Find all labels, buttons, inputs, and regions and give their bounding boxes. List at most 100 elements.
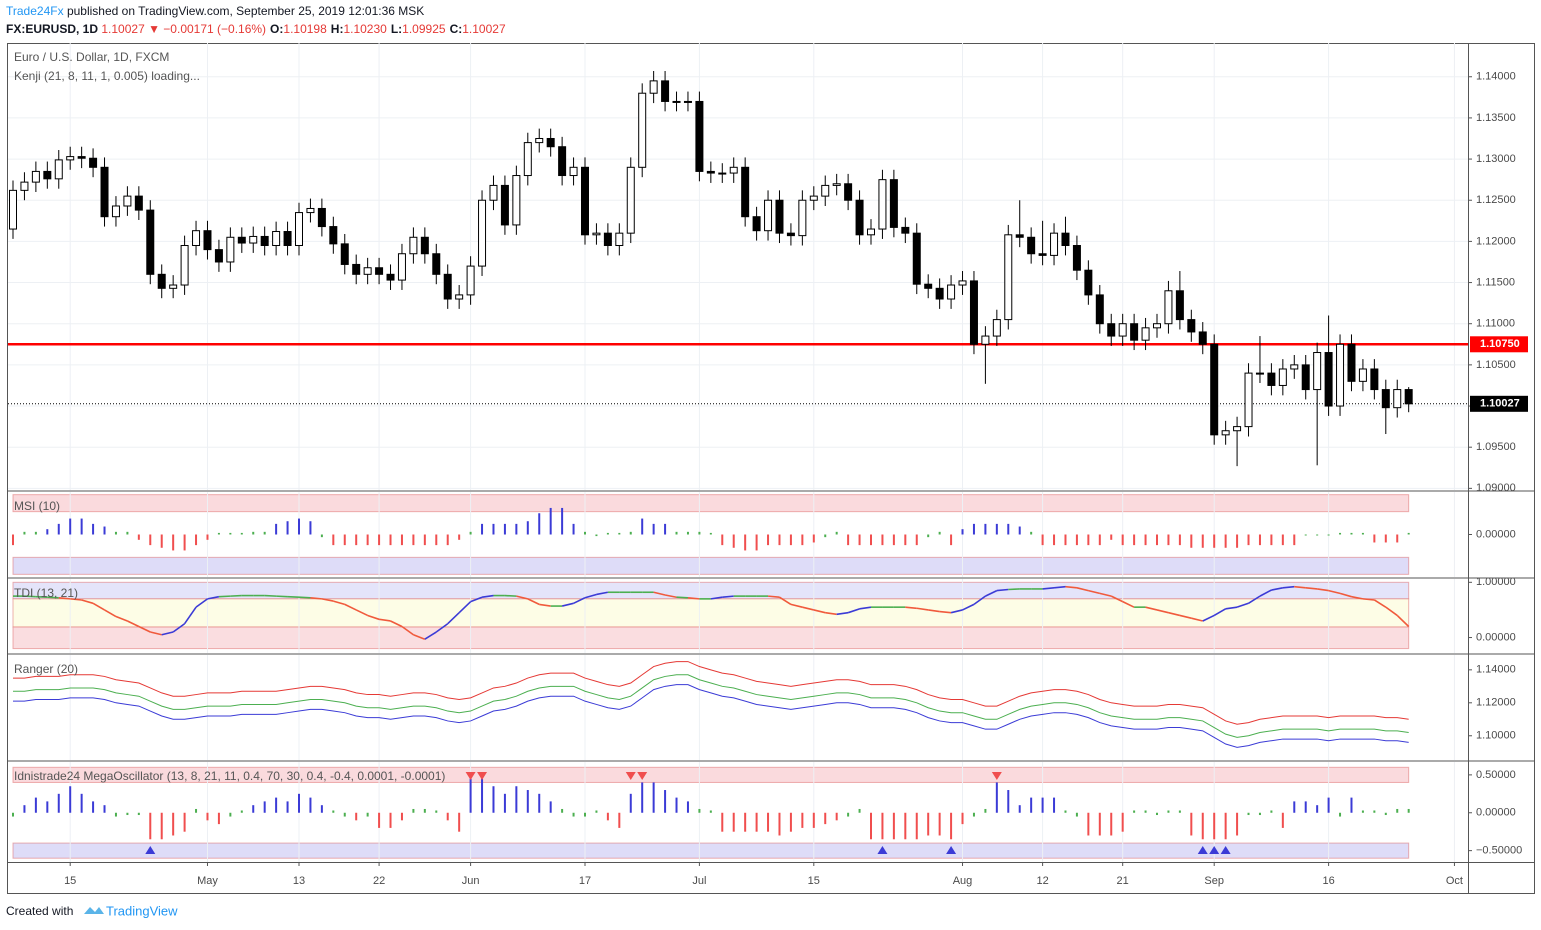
histogram-bar xyxy=(458,812,461,832)
candle-body xyxy=(603,232,612,247)
y-tick-label: 1.10000 xyxy=(1476,730,1516,742)
histogram-bar xyxy=(389,812,392,828)
line-segment xyxy=(1213,608,1227,617)
band xyxy=(12,842,1410,859)
histogram-bar xyxy=(80,793,83,813)
candle-body xyxy=(1050,232,1059,256)
histogram-bar xyxy=(721,812,724,832)
histogram-bar xyxy=(1258,812,1261,816)
panel-title: TDI (13, 21) xyxy=(14,586,78,600)
histogram-bar xyxy=(492,786,495,813)
line-segment xyxy=(1385,606,1398,617)
histogram-bar xyxy=(664,523,667,535)
histogram-bar xyxy=(252,531,255,535)
candle-body xyxy=(992,319,1001,337)
candle-body xyxy=(1141,327,1150,341)
candle-body xyxy=(558,146,567,177)
line-segment xyxy=(35,595,48,599)
candle-body xyxy=(203,230,212,251)
y-tick-label: 1.10500 xyxy=(1476,359,1516,371)
histogram-bar xyxy=(721,534,724,546)
footer-brand: TradingView xyxy=(106,903,178,918)
candle-body xyxy=(1015,234,1024,238)
histogram-bar xyxy=(481,523,484,535)
candle-body xyxy=(1061,232,1070,247)
candle-body xyxy=(706,170,715,174)
line-segment xyxy=(825,611,837,616)
candle-body xyxy=(969,280,978,345)
candle-body xyxy=(512,175,521,226)
histogram-bar xyxy=(1316,805,1319,813)
histogram-bar xyxy=(183,534,186,551)
y-tick-label: 1.13000 xyxy=(1476,153,1516,165)
line-segment xyxy=(424,631,437,640)
histogram-bar xyxy=(46,801,49,813)
histogram-bar xyxy=(835,812,838,821)
line-segment xyxy=(527,598,540,606)
line-segment xyxy=(81,599,94,605)
line-segment xyxy=(722,595,734,599)
histogram-bar xyxy=(1121,812,1124,832)
histogram-bar xyxy=(320,805,323,813)
histogram-bar xyxy=(584,531,586,535)
y-tick-label: −0.50000 xyxy=(1476,845,1522,857)
histogram-bar xyxy=(858,808,861,813)
histogram-bar xyxy=(1167,810,1170,813)
histogram-bar xyxy=(366,812,369,817)
histogram-bar xyxy=(526,521,529,535)
line-segment xyxy=(413,634,426,640)
y-tick-label: 1.09500 xyxy=(1476,441,1516,453)
ohlc: O:1.10198 H:1.10230 L:1.09925 C:1.10027 xyxy=(270,22,506,36)
candle-body xyxy=(375,267,384,275)
candle-body xyxy=(924,283,933,289)
buy-signal xyxy=(877,846,888,854)
line-segment xyxy=(516,595,528,600)
histogram-bar xyxy=(423,808,426,813)
histogram-bar xyxy=(1178,810,1181,813)
candle-body xyxy=(764,199,773,232)
candle-body xyxy=(329,226,338,245)
candle-body xyxy=(420,236,429,255)
line-segment xyxy=(58,596,71,600)
header-line-1: Trade24Fx published on TradingView.com, … xyxy=(6,4,424,18)
band-line xyxy=(13,661,1409,725)
published: published on TradingView.com, September … xyxy=(67,4,424,18)
histogram-bar xyxy=(206,812,209,821)
x-tick-label: 17 xyxy=(579,875,591,887)
publisher: Trade24Fx xyxy=(6,4,64,18)
histogram-bar xyxy=(1293,801,1296,813)
line-segment xyxy=(367,614,380,621)
histogram-bar xyxy=(732,812,735,832)
x-tick-label: Jul xyxy=(692,875,706,887)
histogram-bar xyxy=(686,801,689,813)
histogram-bar xyxy=(355,812,358,821)
histogram-bar xyxy=(778,534,781,546)
histogram-bar xyxy=(46,529,49,535)
line-segment xyxy=(1145,606,1158,611)
histogram-bar xyxy=(12,812,14,817)
x-tick-label: Aug xyxy=(953,875,973,887)
candle-body xyxy=(1267,372,1276,386)
band xyxy=(12,556,1410,575)
line-segment xyxy=(1282,585,1295,589)
histogram-bar xyxy=(1087,812,1090,836)
line-segment xyxy=(1099,592,1112,597)
histogram-bar xyxy=(469,531,472,535)
line-segment xyxy=(1179,614,1192,619)
ohlc-value: 1.09925 xyxy=(402,22,446,36)
candle-body xyxy=(1084,269,1093,296)
level-label: 1.10750 xyxy=(1480,338,1520,350)
x-tick-label: 13 xyxy=(293,875,305,887)
candle-body xyxy=(169,284,178,289)
histogram-bar xyxy=(217,532,220,535)
histogram-bar xyxy=(938,812,941,836)
histogram-bar xyxy=(892,534,895,546)
line-segment xyxy=(195,598,208,608)
histogram-bar xyxy=(1190,812,1193,836)
histogram-bar xyxy=(57,793,60,813)
histogram-bar xyxy=(423,534,426,546)
line-segment xyxy=(836,611,849,616)
candle-body xyxy=(626,166,635,234)
histogram-bar xyxy=(195,534,198,546)
